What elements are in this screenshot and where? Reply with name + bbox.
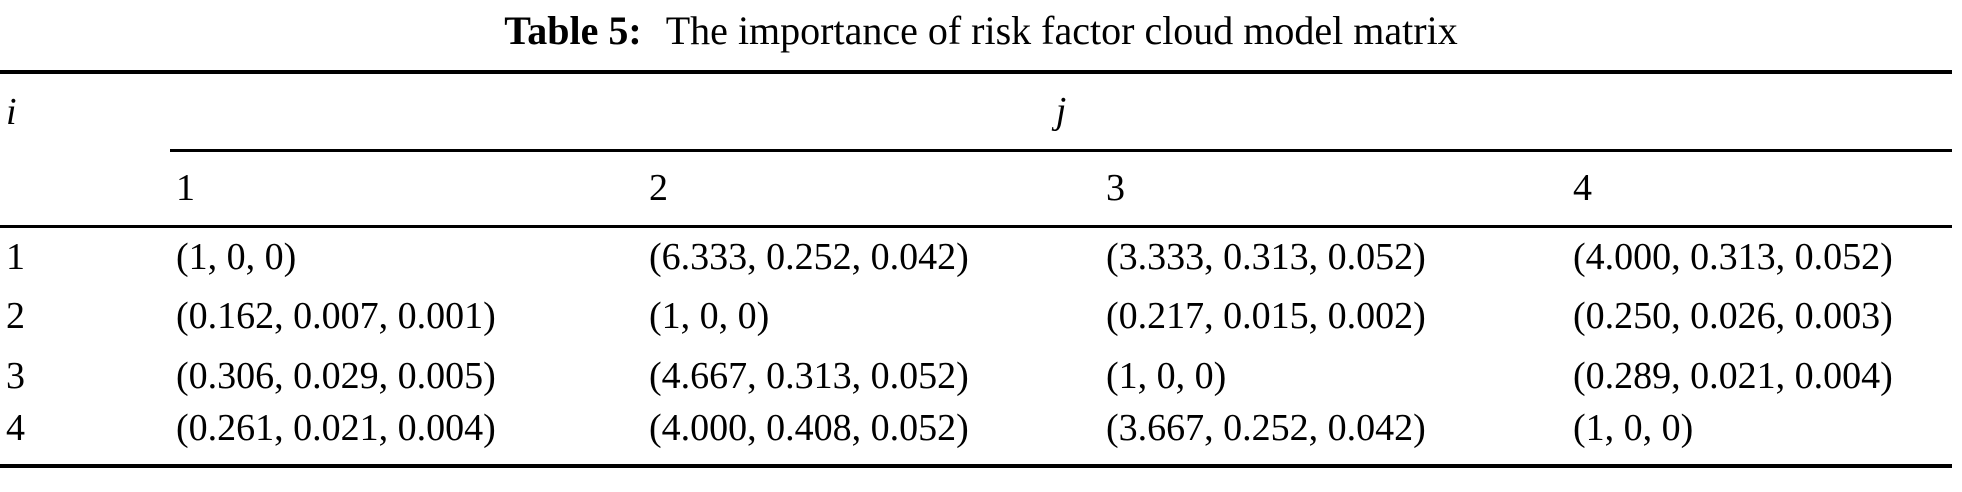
matrix-cell: (0.261, 0.021, 0.004)	[176, 407, 496, 449]
table-row: 1 (1, 0, 0) (6.333, 0.252, 0.042) (3.333…	[0, 226, 1952, 286]
matrix-cell: (1, 0, 0)	[649, 295, 770, 337]
table-caption-text: The importance of risk factor cloud mode…	[665, 8, 1458, 53]
column-header-2: 2	[643, 150, 1100, 228]
table-caption: Table 5: The importance of risk factor cl…	[0, 0, 1962, 70]
column-header-4: 4	[1567, 150, 1952, 228]
matrix-cell: (3.667, 0.252, 0.042)	[1106, 407, 1426, 449]
row-index-header: i	[6, 91, 17, 133]
table-row: 4 (0.261, 0.021, 0.004) (4.000, 0.408, 0…	[0, 406, 1952, 466]
matrix-cell: (4.000, 0.313, 0.052)	[1573, 235, 1893, 278]
matrix-cell: (1, 0, 0)	[176, 235, 297, 278]
matrix-cell: (0.217, 0.015, 0.002)	[1106, 295, 1426, 337]
matrix-cell: (6.333, 0.252, 0.042)	[649, 235, 969, 278]
row-index-cell: 4	[6, 407, 25, 449]
row-index-cell: 2	[6, 295, 25, 337]
corner-empty-cell	[0, 150, 170, 228]
matrix-cell: (0.250, 0.026, 0.003)	[1573, 295, 1893, 337]
matrix-cell: (1, 0, 0)	[1106, 355, 1227, 397]
matrix-cell: (4.000, 0.408, 0.052)	[649, 407, 969, 449]
table-row: 2 (0.162, 0.007, 0.001) (1, 0, 0) (0.217…	[0, 286, 1952, 346]
matrix-cell: (3.333, 0.313, 0.052)	[1106, 235, 1426, 278]
group-header-row: i j	[0, 72, 1952, 152]
column-header-3: 3	[1100, 150, 1567, 228]
matrix-cell: (0.289, 0.021, 0.004)	[1573, 355, 1893, 397]
table-row: 3 (0.306, 0.029, 0.005) (4.667, 0.313, 0…	[0, 346, 1952, 406]
table-caption-label: Table 5:	[504, 8, 642, 53]
risk-factor-matrix-table: i j 1 2 3 4 1 (1, 0, 0) (6.333, 0.252, 0…	[0, 70, 1952, 468]
column-group-header: j	[170, 72, 1952, 152]
row-index-cell: 1	[6, 235, 25, 278]
row-index-cell: 3	[6, 355, 25, 397]
matrix-cell: (1, 0, 0)	[1573, 407, 1694, 449]
column-header-row: 1 2 3 4	[0, 150, 1952, 228]
column-header-1: 1	[170, 150, 643, 228]
matrix-cell: (0.306, 0.029, 0.005)	[176, 355, 496, 397]
matrix-cell: (0.162, 0.007, 0.001)	[176, 295, 496, 337]
matrix-cell: (4.667, 0.313, 0.052)	[649, 355, 969, 397]
